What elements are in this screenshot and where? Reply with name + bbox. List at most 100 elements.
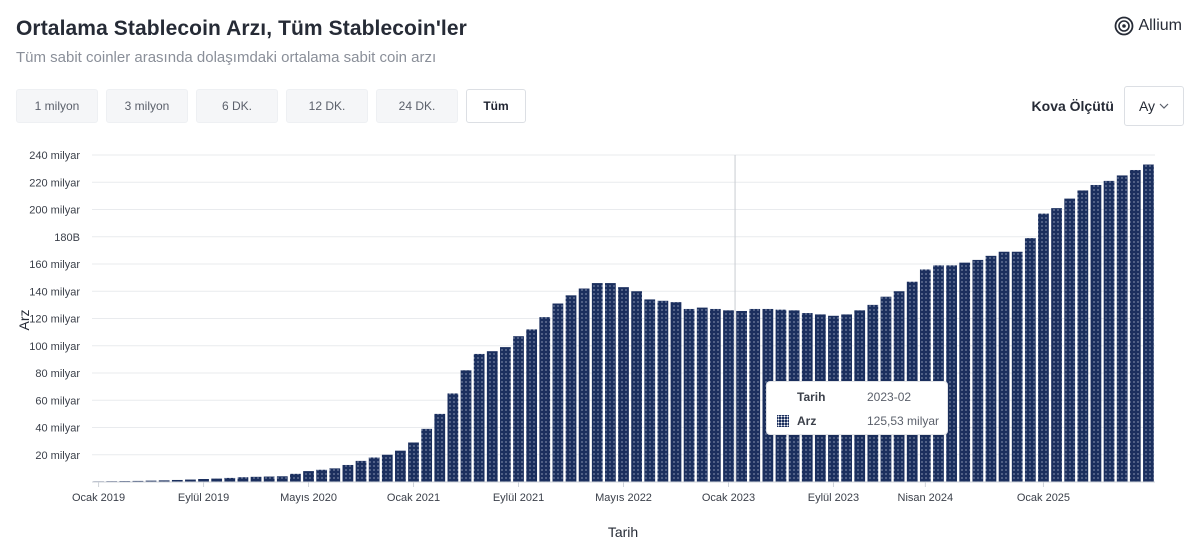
bar-2019-11[interactable] (224, 477, 236, 482)
bar-2022-08[interactable] (657, 300, 669, 482)
bar-2021-10[interactable] (526, 329, 538, 482)
bar-2021-09[interactable] (513, 336, 524, 482)
bar-2021-11[interactable] (539, 317, 551, 482)
bar-2019-09[interactable] (198, 479, 209, 482)
bar-2021-12[interactable] (552, 303, 564, 482)
bar-2025-03[interactable] (1064, 198, 1076, 482)
bar-2019-04[interactable] (132, 480, 144, 482)
y-axis-label: Arz (16, 310, 32, 331)
bar-2019-12[interactable] (237, 477, 249, 482)
brand-logo: Allium (1114, 16, 1182, 36)
x-axis-ticks: Ocak 2019 Eylül 2019 Mayıs 2020 Ocak 2021 Ey… (72, 482, 1070, 504)
x-tick-label: Mayıs 2022 (595, 492, 652, 504)
bar-2022-09[interactable] (670, 302, 682, 482)
bar-2020-06[interactable] (316, 469, 328, 482)
bar-2019-06[interactable] (158, 480, 170, 482)
bar-2019-05[interactable] (145, 480, 157, 482)
y-tick-label: 40 milyar (35, 423, 80, 435)
range-button-all[interactable]: Tüm (466, 89, 526, 123)
bar-2024-08[interactable] (972, 259, 984, 482)
bar-2021-05[interactable] (460, 370, 472, 482)
bar-2024-07[interactable] (959, 262, 971, 482)
bar-2023-01[interactable] (723, 310, 734, 482)
bar-2025-07[interactable] (1116, 175, 1128, 482)
bar-2021-04[interactable] (447, 393, 459, 482)
bar-2022-07[interactable] (644, 299, 656, 482)
hover-tooltip: Tarih 2023-02 Arz 125,53 milyar (766, 381, 948, 435)
y-tick-label: 220 milyar (29, 177, 80, 189)
range-button-1m[interactable]: 1 milyon (16, 89, 98, 123)
bar-2020-07[interactable] (329, 468, 341, 483)
bar-2022-05[interactable] (618, 287, 629, 482)
bar-2020-05[interactable] (303, 471, 314, 482)
bar-2023-02[interactable] (736, 310, 747, 482)
bar-2020-12[interactable] (395, 450, 406, 482)
bucket-control: Kova Ölçütü Ay (1032, 86, 1184, 126)
bar-2021-03[interactable] (434, 413, 446, 483)
range-button-6m[interactable]: 6 DK. (196, 89, 278, 123)
y-tick-label: 180B (54, 232, 80, 244)
bar-2021-06[interactable] (473, 353, 485, 482)
bar-2024-10[interactable] (998, 251, 1010, 482)
y-tick-label: 140 milyar (29, 286, 80, 298)
bar-2020-04[interactable] (290, 473, 301, 482)
bar-2020-03[interactable] (276, 476, 288, 482)
allium-logo-icon (1115, 16, 1134, 36)
tooltip-date-row: Tarih 2023-02 (777, 390, 911, 404)
range-button-24m[interactable]: 24 DK. (376, 89, 458, 123)
bar-2021-07[interactable] (486, 351, 498, 482)
chevron-down-icon (1159, 103, 1169, 109)
x-tick-label: Nisan 2024 (898, 492, 954, 504)
bar-2022-12[interactable] (709, 308, 721, 482)
bar-2020-11[interactable] (381, 454, 393, 482)
bar-2020-08[interactable] (342, 464, 354, 482)
y-tick-label: 160 milyar (29, 259, 80, 271)
bar-2025-06[interactable] (1103, 180, 1115, 482)
bar-2025-04[interactable] (1077, 190, 1089, 482)
bar-2021-01[interactable] (408, 442, 419, 482)
bar-2022-11[interactable] (696, 307, 708, 482)
bar-2022-06[interactable] (631, 291, 642, 482)
bar-2019-10[interactable] (211, 478, 223, 482)
bar-2020-02[interactable] (263, 476, 275, 482)
bar-2025-08[interactable] (1129, 169, 1141, 483)
bar-2023-03[interactable] (749, 308, 761, 482)
bar-2019-07[interactable] (171, 479, 183, 482)
bar-2024-11[interactable] (1011, 251, 1023, 482)
bar-2020-10[interactable] (368, 457, 380, 482)
bar-2019-08[interactable] (185, 479, 196, 482)
tooltip-series-value: 125,53 milyar (867, 414, 940, 428)
bar-2025-09[interactable] (1143, 164, 1154, 482)
x-tick-label: Ocak 2025 (1017, 492, 1070, 504)
bar-2024-09[interactable] (985, 255, 997, 482)
x-tick-label: Eylül 2019 (178, 492, 229, 504)
bar-2022-01[interactable] (565, 295, 577, 482)
bar-2024-12[interactable] (1024, 238, 1036, 482)
x-tick-label: Eylül 2023 (808, 492, 859, 504)
y-tick-label: 100 milyar (29, 341, 80, 353)
bar-2020-01[interactable] (250, 476, 262, 482)
bar-2022-03[interactable] (591, 283, 603, 482)
bar-2025-02[interactable] (1051, 208, 1062, 482)
chart-bars (93, 164, 1154, 483)
x-tick-label: Ocak 2021 (387, 492, 440, 504)
bar-2020-09[interactable] (355, 460, 367, 482)
bar-2022-04[interactable] (605, 283, 616, 482)
bar-2024-04[interactable] (919, 269, 931, 482)
bar-2021-02[interactable] (421, 428, 433, 482)
bucket-value: Ay (1138, 98, 1156, 114)
bar-2024-06[interactable] (946, 265, 957, 482)
range-button-12m[interactable]: 12 DK. (286, 89, 368, 123)
bucket-select[interactable]: Ay (1124, 86, 1184, 126)
bar-2024-05[interactable] (933, 265, 944, 482)
bar-2022-02[interactable] (578, 288, 590, 482)
bar-2025-01[interactable] (1038, 213, 1049, 482)
bar-2022-10[interactable] (683, 308, 695, 482)
bar-2021-08[interactable] (500, 347, 511, 482)
y-tick-label: 120 milyar (29, 314, 80, 326)
range-button-3m[interactable]: 3 milyon (106, 89, 188, 123)
bar-2025-05[interactable] (1090, 184, 1102, 483)
tooltip-series-row: Arz 125,53 milyar (777, 414, 939, 428)
brand-name: Allium (1138, 17, 1182, 34)
x-axis-label: Tarih (608, 524, 638, 540)
